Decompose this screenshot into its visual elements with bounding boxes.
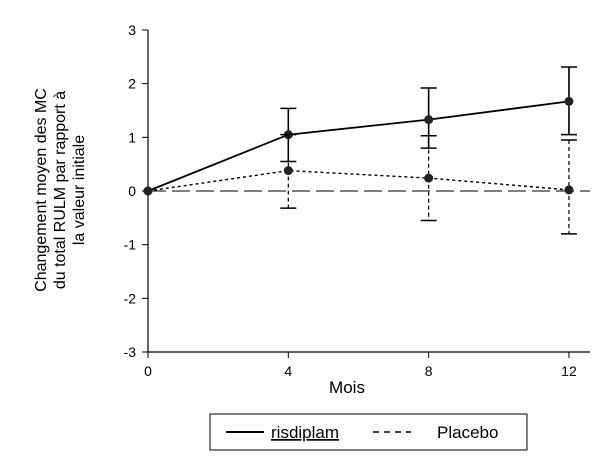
- series-line-placebo: [147, 169, 570, 192]
- x-tick-label: 4: [284, 363, 292, 379]
- y-tick-label: 1: [128, 129, 136, 145]
- y-tick-label: -1: [124, 237, 137, 253]
- legend-label-risdiplam: risdiplam: [271, 423, 339, 442]
- y-tick-label: 3: [128, 22, 136, 38]
- data-point-placebo: [564, 185, 574, 195]
- data-point-placebo: [283, 166, 293, 176]
- legend: risdiplam Placebo: [209, 413, 528, 451]
- data-point-risdiplam: [424, 115, 434, 125]
- x-axis-label: Mois: [329, 378, 365, 397]
- plot-area: 3 2 1 0 -1 -2 -3 0 4 8 12: [124, 22, 590, 379]
- x-tick-label: 8: [425, 363, 433, 379]
- y-axis-label-line: la valeur initiale: [71, 135, 88, 245]
- y-axis-label: Changement moyen des MC du total RULM par…: [33, 88, 88, 292]
- y-tick-label: -3: [124, 344, 137, 360]
- x-tick-label: 12: [561, 363, 577, 379]
- y-tick-label: 0: [128, 183, 136, 199]
- data-point-placebo: [143, 186, 153, 196]
- x-tick-label: 0: [144, 363, 152, 379]
- data-point-placebo: [424, 173, 434, 183]
- data-point-risdiplam: [564, 96, 574, 106]
- y-tick-label: -2: [124, 290, 137, 306]
- legend-label-placebo: Placebo: [437, 423, 498, 442]
- y-axis-label-line: Changement moyen des MC: [33, 88, 50, 292]
- y-tick-label: 2: [128, 76, 136, 92]
- series-line-risdiplam: [147, 100, 570, 192]
- y-axis-label-line: du total RULM par rapport à: [52, 91, 69, 289]
